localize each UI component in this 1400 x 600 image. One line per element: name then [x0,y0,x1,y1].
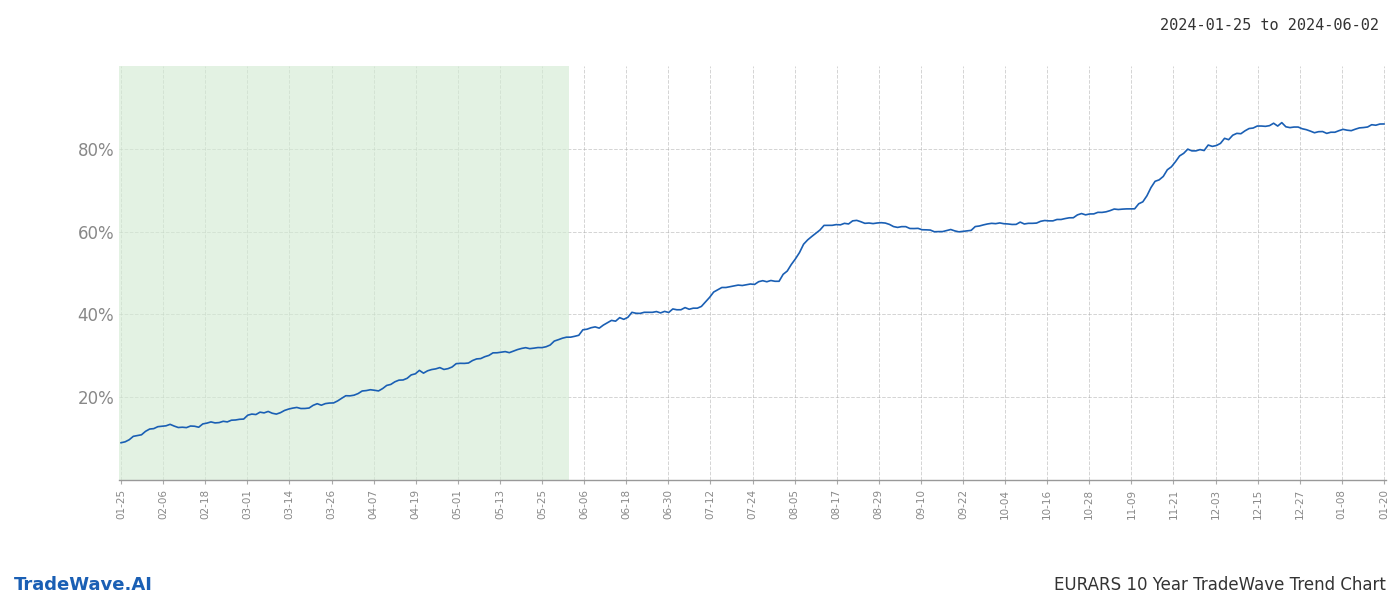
Text: 2024-01-25 to 2024-06-02: 2024-01-25 to 2024-06-02 [1161,18,1379,33]
Text: TradeWave.AI: TradeWave.AI [14,576,153,594]
Bar [119,66,570,480]
Text: EURARS 10 Year TradeWave Trend Chart: EURARS 10 Year TradeWave Trend Chart [1054,576,1386,594]
